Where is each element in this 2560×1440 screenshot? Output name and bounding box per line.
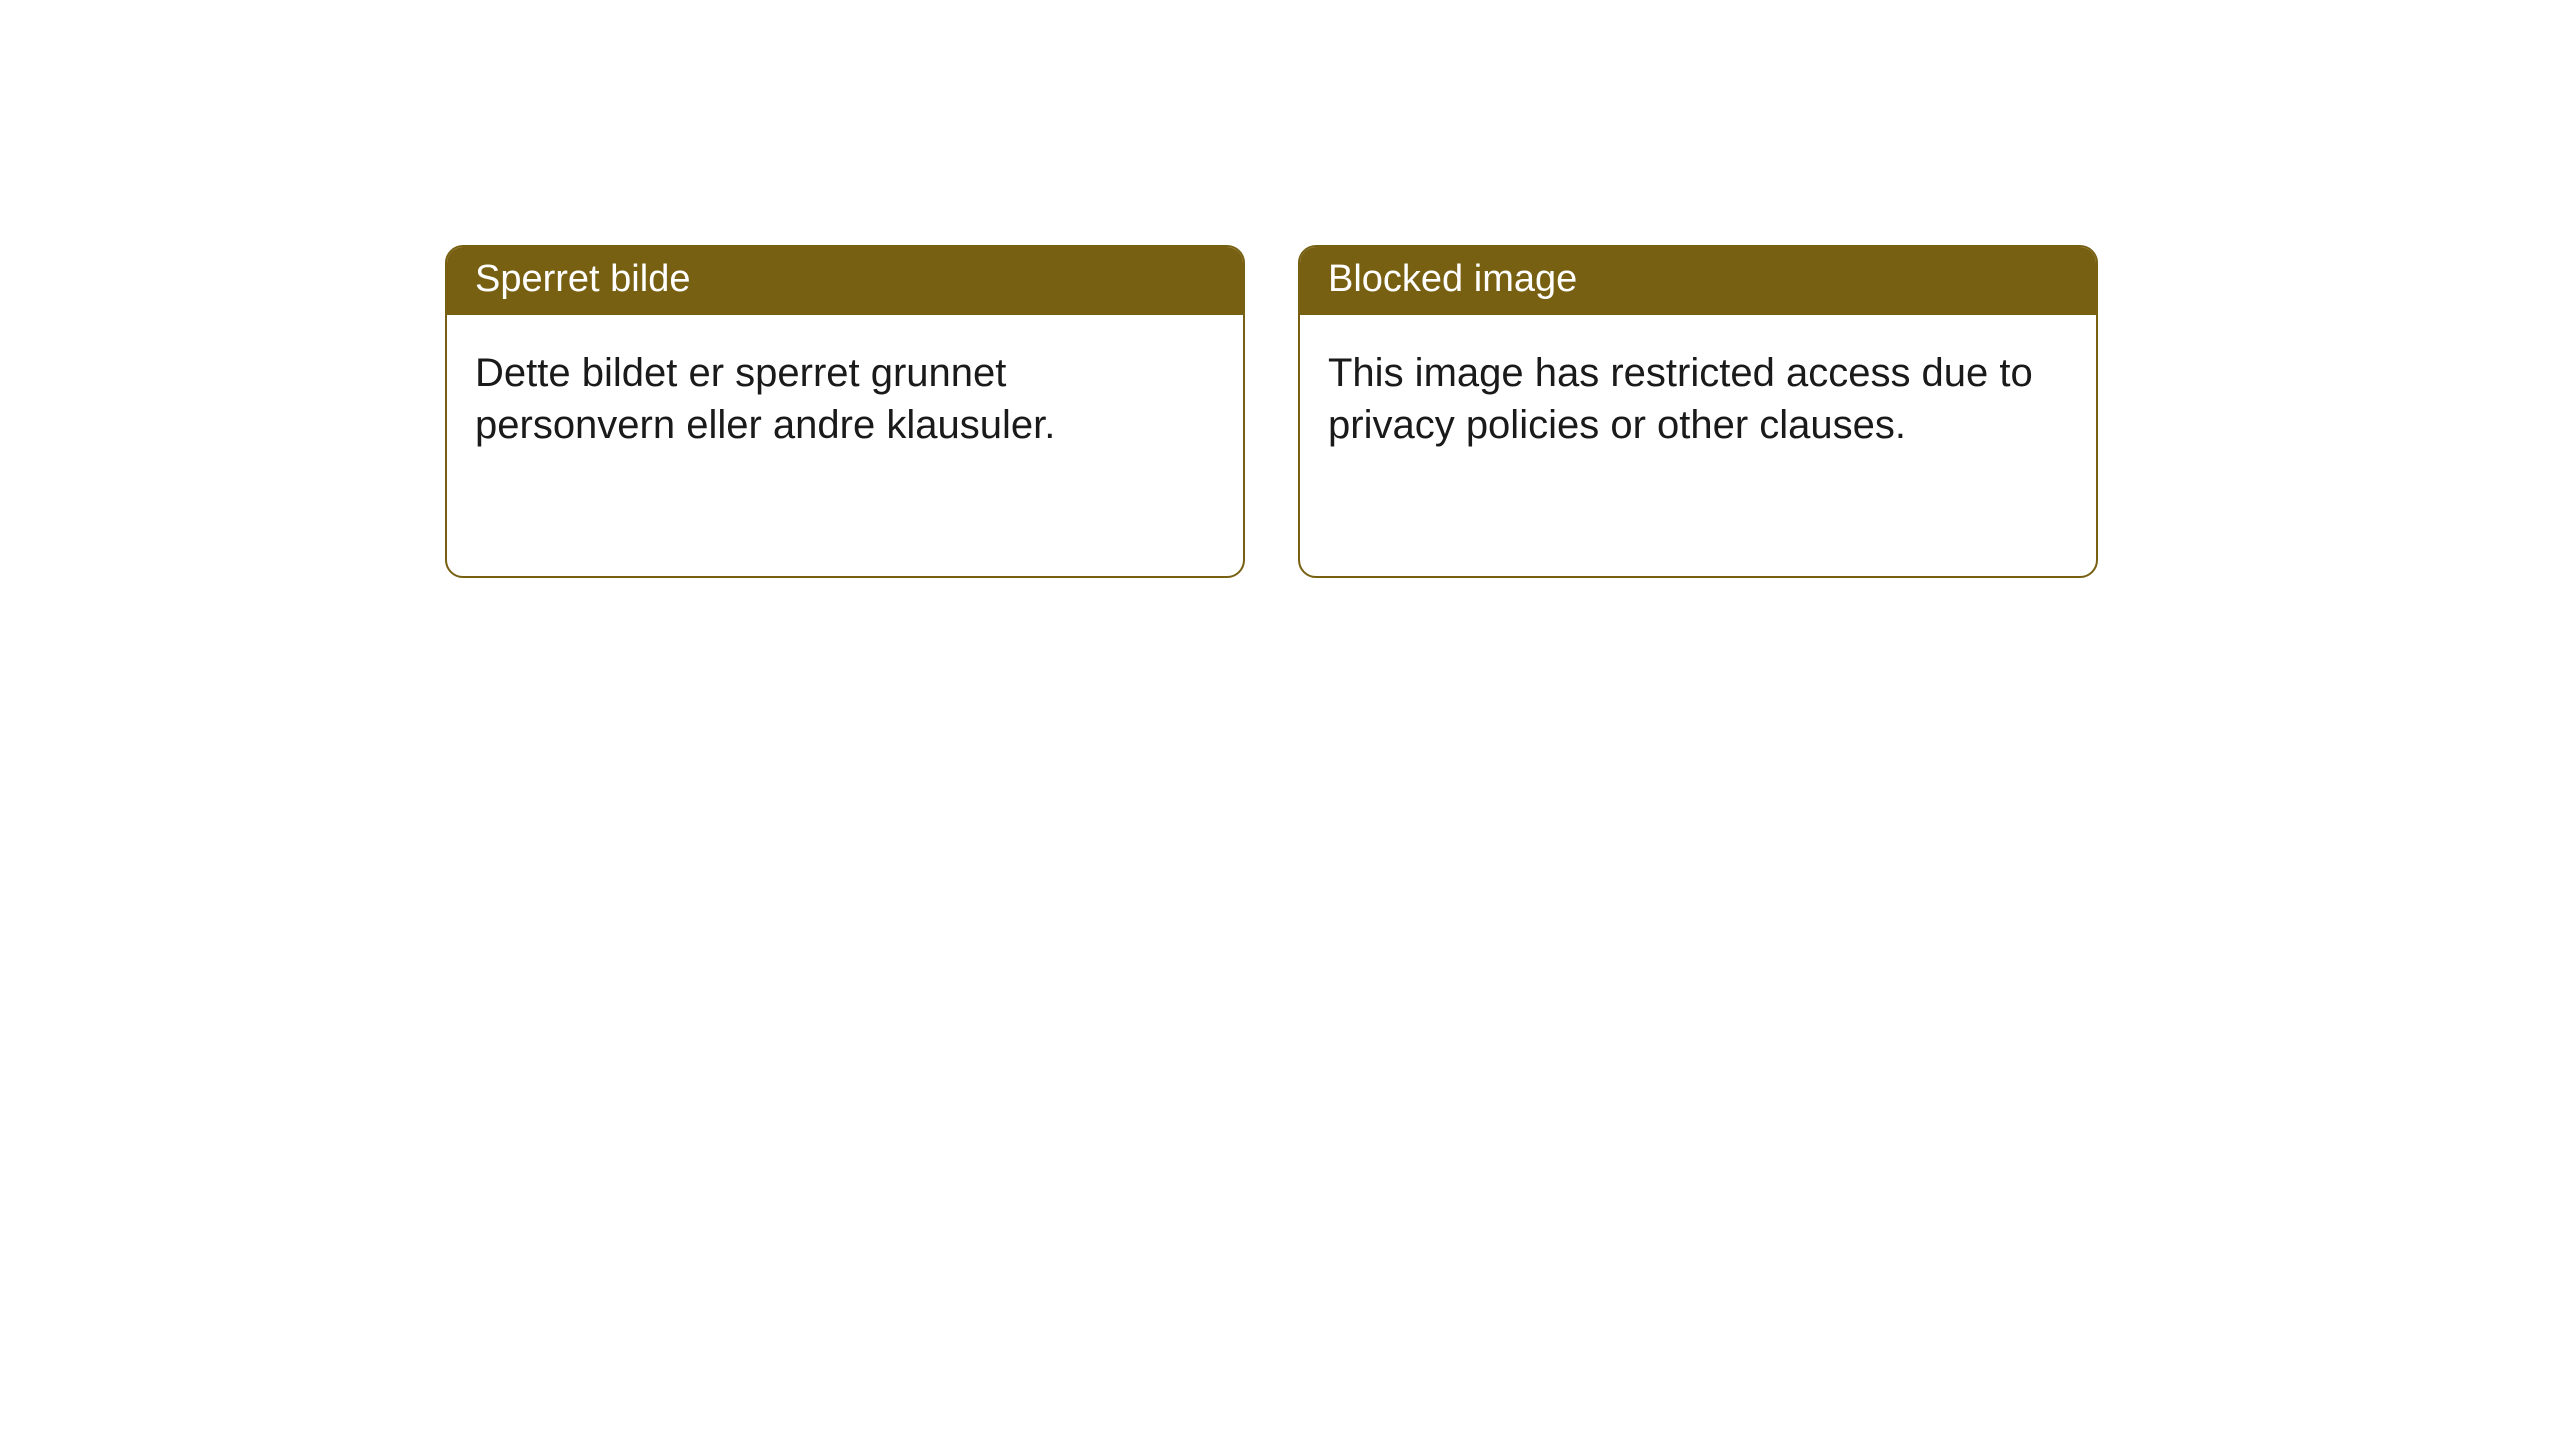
card-header: Sperret bilde	[447, 247, 1243, 315]
blocked-image-card-english: Blocked image This image has restricted …	[1298, 245, 2098, 578]
blocked-image-card-norwegian: Sperret bilde Dette bildet er sperret gr…	[445, 245, 1245, 578]
card-header: Blocked image	[1300, 247, 2096, 315]
card-body: This image has restricted access due to …	[1300, 315, 2096, 483]
notice-cards-container: Sperret bilde Dette bildet er sperret gr…	[445, 245, 2098, 578]
card-body: Dette bildet er sperret grunnet personve…	[447, 315, 1243, 483]
